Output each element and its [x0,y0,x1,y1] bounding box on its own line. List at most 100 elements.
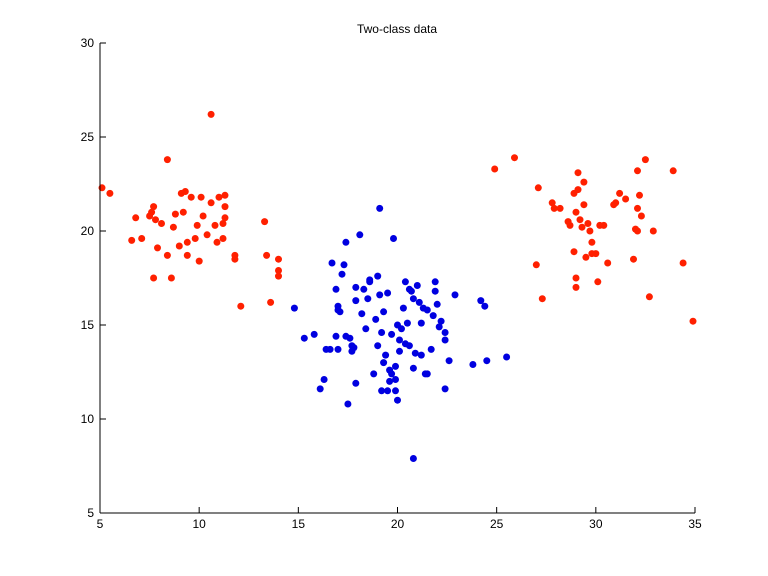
data-point-class-2 [392,362,399,370]
data-point-class-1 [197,193,205,201]
data-point-class-2 [332,285,340,293]
data-point-class-2 [409,295,417,303]
data-point-class-1 [689,317,697,325]
data-point-class-1 [132,214,140,222]
x-tick-label: 35 [688,517,702,531]
data-point-class-1 [199,212,207,220]
data-point-class-1 [193,221,201,229]
data-point-class-1 [649,227,657,235]
data-point-class-2 [316,385,324,393]
data-point-class-2 [320,376,328,383]
data-point-class-2 [407,287,415,295]
data-point-class-2 [427,345,435,353]
data-point-class-2 [360,285,368,293]
x-tick-label: 20 [391,517,405,531]
data-point-class-2 [396,347,403,355]
data-point-class-2 [431,287,439,295]
data-point-class-2 [336,308,344,316]
data-point-class-1 [237,302,245,310]
data-point-class-1 [604,259,612,267]
x-tick-label: 15 [292,517,306,531]
data-point-class-2 [441,336,449,344]
data-point-class-1 [511,154,518,162]
data-point-class-1 [207,110,215,118]
data-point-class-2 [415,298,423,306]
data-point-class-2 [334,345,342,353]
data-point-class-1 [669,167,677,175]
data-point-class-1 [179,208,187,216]
data-point-class-1 [175,242,183,250]
data-point-class-1 [207,199,215,207]
data-point-class-1 [221,203,229,211]
data-point-class-2 [411,349,419,357]
y-tick-label: 25 [81,130,95,144]
data-point-class-1 [572,283,580,291]
data-point-class-1 [203,231,211,239]
data-point-class-2 [310,330,318,338]
data-point-class-2 [352,297,360,305]
data-point-class-1 [616,189,624,197]
data-point-class-2 [398,325,405,333]
data-point-class-1 [564,218,572,226]
data-point-class-1 [610,201,618,209]
data-point-class-2 [372,315,380,323]
data-point-class-2 [417,351,425,359]
data-point-class-1 [634,227,641,235]
y-tick-label: 10 [81,412,95,426]
data-point-class-2 [413,282,421,289]
data-point-class-1 [641,156,649,164]
data-point-class-1 [538,295,546,303]
data-point-class-1 [158,220,165,227]
data-point-class-1 [576,216,584,224]
chart-title: Two-class data [357,22,437,36]
data-point-class-1 [231,255,239,263]
data-point-class-1 [572,208,580,216]
data-point-class-1 [150,274,158,282]
data-point-class-2 [388,330,396,338]
data-point-class-1 [128,236,136,244]
y-tick-label: 5 [87,506,94,520]
data-point-class-1 [679,259,687,267]
data-point-class-1 [187,193,195,201]
data-point-class-2 [437,317,445,325]
data-point-class-1 [138,235,146,242]
data-point-class-2 [451,291,459,299]
data-point-class-1 [261,218,269,226]
axes: 5 10 15 20 25 30 35 5 10 15 20 25 30 [81,36,702,531]
data-point-class-1 [263,251,271,259]
data-point-class-2 [445,357,453,365]
data-point-class-2 [409,364,417,372]
data-point-class-2 [441,329,449,336]
x-tick-label: 10 [192,517,206,531]
data-point-class-2 [364,295,372,303]
data-point-class-2 [352,283,360,291]
data-point-class-1 [219,235,227,242]
data-point-class-2 [483,357,491,365]
data-point-class-1 [586,227,594,235]
data-point-class-1 [191,235,199,242]
data-point-class-1 [548,199,556,207]
data-point-class-1 [183,238,191,246]
data-point-class-1 [275,255,282,263]
data-point-class-2 [358,310,366,318]
data-point-class-1 [169,223,177,231]
data-point-class-2 [392,376,399,383]
data-point-class-2 [290,304,298,312]
data-point-class-1 [630,255,637,263]
data-point-class-1 [215,193,223,201]
data-point-class-2 [378,387,386,395]
data-point-class-2 [376,291,384,299]
data-point-class-1 [163,156,171,164]
data-point-class-2 [380,308,388,316]
data-point-class-1 [532,261,540,269]
data-point-class-1 [582,253,590,261]
data-point-class-2 [394,396,401,404]
data-point-class-1 [645,293,653,301]
data-point-class-1 [570,248,578,256]
data-point-class-2 [390,235,397,242]
data-point-class-1 [267,298,275,306]
data-point-class-1 [183,251,191,259]
data-point-class-1 [167,274,175,282]
